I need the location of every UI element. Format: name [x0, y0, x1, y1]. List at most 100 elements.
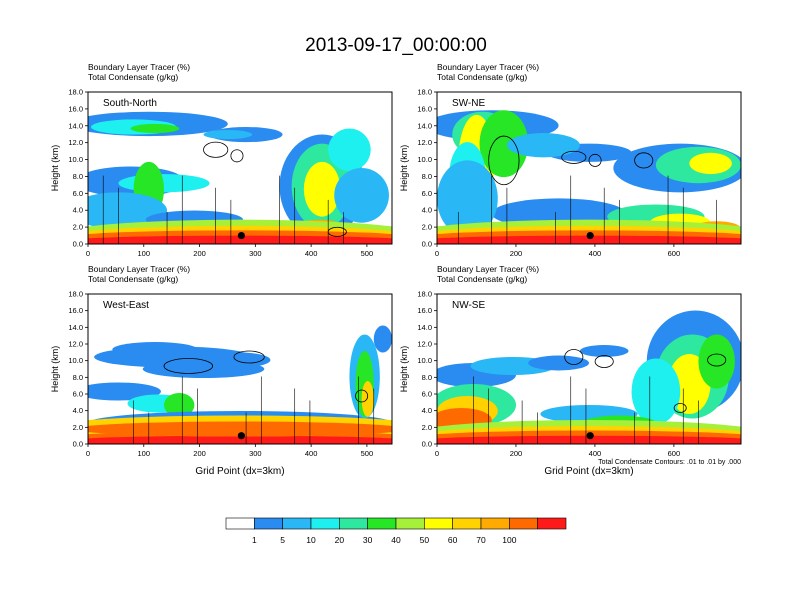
- colorbar-swatch: [282, 517, 312, 530]
- colorbar-swatch: [395, 517, 425, 530]
- y-tick-label: 2.0: [73, 223, 83, 232]
- y-tick-label: 2.0: [422, 423, 432, 432]
- y-axis-label: Height (km): [50, 145, 60, 192]
- condensate-contour: [561, 150, 587, 164]
- tracer-blob: [303, 161, 341, 217]
- x-tick-label: 200: [193, 449, 206, 458]
- y-tick-label: 8.0: [73, 373, 83, 382]
- y-axis-label: Height (km): [50, 346, 60, 393]
- panel-title-tracer: Boundary Layer Tracer (%): [437, 62, 539, 72]
- tracer-field: [437, 310, 741, 444]
- x-tick-label: 200: [510, 249, 523, 258]
- plot-frame: [436, 91, 742, 245]
- x-axis-label: Grid Point (dx=3km): [195, 466, 284, 477]
- x-tick-label: 300: [249, 449, 262, 458]
- y-tick-label: 8.0: [73, 172, 83, 181]
- y-tick-label: 4.0: [73, 206, 83, 215]
- x-tick-label: 0: [435, 449, 439, 458]
- y-tick-label: 0.0: [422, 240, 432, 249]
- colorbar-swatch: [367, 517, 397, 530]
- y-tick-label: 12.0: [417, 138, 432, 147]
- y-tick-label: 6.0: [422, 189, 432, 198]
- condensate-contour: [355, 389, 369, 403]
- plot-frame: [87, 293, 393, 445]
- colorbar-swatch: [509, 517, 538, 530]
- y-tick-label: 10.0: [68, 356, 83, 365]
- tracer-blob: [112, 342, 198, 357]
- panels: Boundary Layer Tracer (%)Total Condensat…: [50, 62, 742, 477]
- panel-nw-se: Boundary Layer Tracer (%)Total Condensat…: [399, 264, 742, 477]
- tracer-blob: [437, 435, 741, 444]
- y-tick-label: 6.0: [422, 390, 432, 399]
- tracer-blob: [164, 393, 195, 417]
- x-tick-label: 400: [589, 449, 602, 458]
- location-marker: [237, 432, 245, 440]
- tracer-blob: [88, 435, 392, 444]
- colorbar-swatch: [339, 517, 368, 530]
- colorbar-label: 5: [280, 535, 285, 545]
- panel-title-condensate: Total Condensate (g/kg): [88, 72, 178, 82]
- y-tick-label: 0.0: [422, 440, 432, 449]
- figure-title: 2013-09-17_00:00:00: [305, 35, 487, 56]
- tracer-blob: [479, 110, 529, 178]
- x-axis-label: Grid Point (dx=3km): [544, 466, 633, 477]
- panel-label: West-East: [103, 300, 149, 311]
- colorbar-label: 70: [476, 535, 486, 545]
- tracer-blob: [328, 128, 371, 172]
- plot-frame: [87, 91, 393, 245]
- panel-label: SW-NE: [452, 98, 485, 109]
- condensate-contour: [673, 403, 687, 413]
- y-tick-label: 14.0: [417, 121, 432, 130]
- x-tick-label: 100: [138, 249, 151, 258]
- colorbar: 1 5 10 20 30 40 50 60 70 100: [225, 517, 567, 545]
- tracer-blob: [118, 174, 210, 193]
- tracer-blob: [528, 355, 589, 371]
- condensate-contour: [564, 349, 584, 365]
- x-tick-label: 600: [668, 249, 681, 258]
- tracer-blob: [689, 152, 732, 175]
- tracer-blob: [506, 133, 580, 158]
- condensate-contour: [163, 358, 214, 374]
- x-tick-label: 600: [668, 449, 681, 458]
- panel-title-condensate: Total Condensate (g/kg): [437, 72, 527, 82]
- tracer-blob: [373, 325, 392, 353]
- y-tick-label: 18.0: [68, 88, 83, 97]
- x-tick-label: 500: [361, 449, 374, 458]
- tracer-blob: [361, 381, 374, 417]
- y-tick-label: 16.0: [68, 306, 83, 315]
- panel-label: NW-SE: [452, 300, 485, 311]
- y-tick-label: 18.0: [68, 290, 83, 299]
- panel-west-east: Boundary Layer Tracer (%)Total Condensat…: [50, 264, 393, 477]
- panel-title-tracer: Boundary Layer Tracer (%): [88, 62, 190, 72]
- y-tick-label: 0.0: [73, 240, 83, 249]
- colorbar-label: 30: [363, 535, 373, 545]
- panel-title-condensate: Total Condensate (g/kg): [88, 274, 178, 284]
- y-axis-label: Height (km): [399, 145, 409, 192]
- x-tick-label: 300: [249, 249, 262, 258]
- y-tick-label: 14.0: [417, 323, 432, 332]
- y-tick-label: 4.0: [422, 406, 432, 415]
- y-tick-label: 12.0: [417, 340, 432, 349]
- y-tick-label: 2.0: [73, 423, 83, 432]
- condensate-contour: [327, 226, 347, 237]
- colorbar-label: 100: [502, 535, 516, 545]
- colorbar-label: 1: [252, 535, 257, 545]
- y-tick-label: 10.0: [68, 155, 83, 164]
- location-marker: [586, 231, 594, 240]
- x-tick-label: 0: [86, 249, 90, 258]
- y-tick-label: 16.0: [417, 306, 432, 315]
- x-tick-label: 400: [589, 249, 602, 258]
- condensate-contour: [588, 153, 602, 167]
- condensate-contour: [634, 152, 654, 169]
- location-marker: [586, 432, 594, 440]
- x-tick-label: 400: [305, 449, 318, 458]
- y-tick-label: 16.0: [68, 104, 83, 113]
- x-tick-label: 400: [305, 249, 318, 258]
- colorbar-label: 10: [306, 535, 316, 545]
- tracer-field: [88, 111, 392, 244]
- tracer-blob: [209, 352, 271, 368]
- x-tick-label: 0: [435, 249, 439, 258]
- y-tick-label: 10.0: [417, 155, 432, 164]
- x-tick-label: 200: [510, 449, 523, 458]
- tracer-field: [437, 110, 741, 244]
